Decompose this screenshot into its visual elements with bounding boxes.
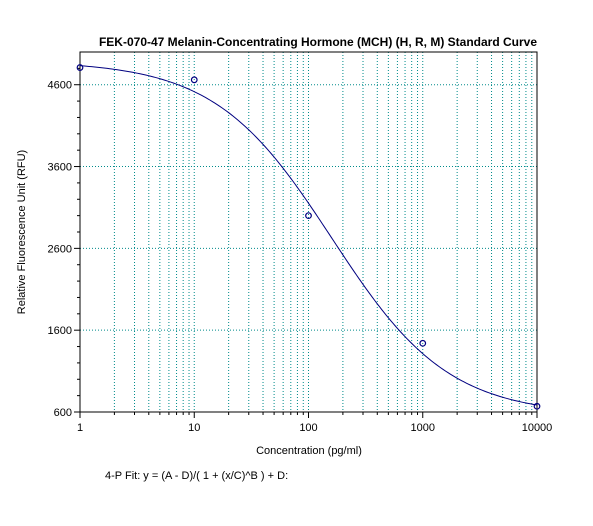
y-tick-label: 4600: [48, 80, 72, 92]
data-point: [533, 402, 541, 410]
fit-equation: 4-P Fit: y = (A - D)/( 1 + (x/C)^B ) + D…: [105, 470, 288, 482]
data-points: [76, 64, 541, 410]
chart-title: FEK-070-47 Melanin-Concentrating Hormone…: [99, 35, 537, 49]
x-tick-label: 10: [188, 422, 200, 434]
y-tick-label: 1600: [48, 325, 72, 337]
grid-lines: [80, 52, 537, 412]
x-tick-labels: 1 10 100 1000 10000: [77, 422, 552, 434]
y-tick-label: 3600: [48, 162, 72, 174]
fit-curve: [79, 65, 538, 406]
y-tick-label: 2600: [48, 243, 72, 255]
data-point: [76, 64, 84, 71]
y-tick-label: 600: [54, 407, 72, 419]
data-point: [190, 76, 198, 84]
x-axis-label: Concentration (pg/ml): [256, 445, 362, 457]
data-point: [305, 212, 312, 220]
x-tick-label: 1: [77, 422, 83, 434]
x-tick-label: 10000: [522, 422, 553, 434]
x-tick-label: 1000: [411, 422, 435, 434]
y-tick-labels: 600 1600 2600 3600 4600: [48, 80, 72, 419]
axis-ticks: [74, 67, 538, 418]
y-axis-label: Relative Fluorescence Unit (RFU): [16, 150, 28, 314]
data-point: [419, 339, 427, 347]
x-tick-label: 100: [299, 422, 317, 434]
